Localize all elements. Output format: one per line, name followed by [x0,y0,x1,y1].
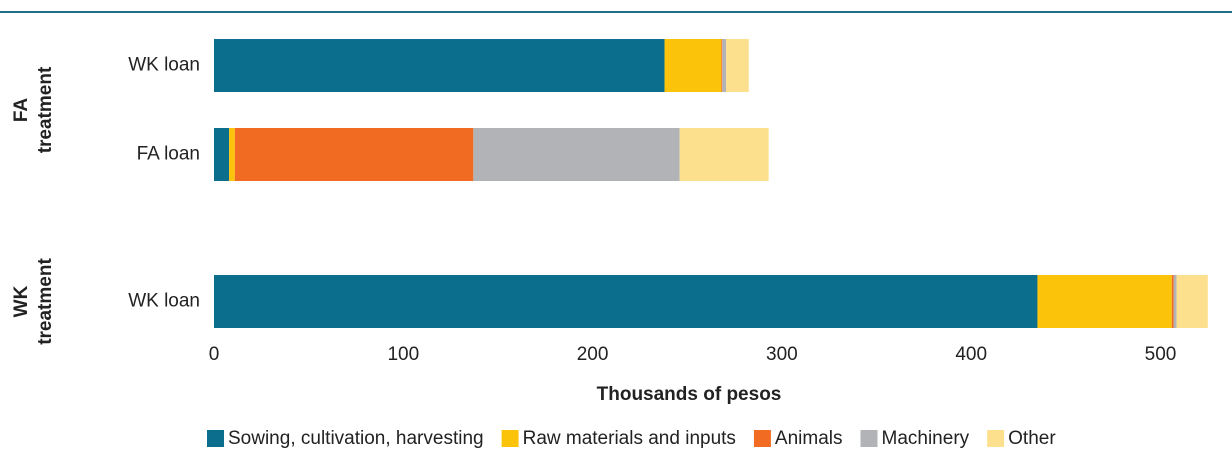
legend-swatch [501,430,519,447]
legend-label: Sowing, cultivation, harvesting [228,428,484,449]
x-tick-label: 100 [387,344,419,365]
legend-swatch [987,430,1005,447]
legend-label: Animals [775,428,843,449]
x-tick-label: 0 [209,344,220,365]
bar-segment [721,39,723,92]
bar-segment [214,275,1038,328]
bar-segment [1171,275,1174,328]
x-axis-title: Thousands of pesos [597,384,782,405]
legend-swatch [860,430,878,447]
group-label: treatment [35,258,56,345]
bar-segment [1037,275,1172,328]
legend-swatch [207,430,224,447]
y-tick-label: WK loan [128,55,200,76]
legend-label: Other [1008,428,1056,449]
bar-segment [234,128,474,181]
legend-swatch [753,430,771,447]
bar-segment [214,39,665,92]
group-label: treatment [35,66,56,153]
bar-segment [679,128,769,181]
group-label: WK [11,285,32,317]
bar-segment [229,128,235,181]
y-tick-label: WK loan [128,291,200,312]
y-tick-label: FA loan [137,144,200,165]
legend-label: Machinery [882,428,970,449]
bar-segment [664,39,722,92]
x-tick-label: 500 [1145,344,1177,365]
bar-segment [214,128,230,181]
x-tick-label: 400 [955,344,987,365]
bar-segment [722,39,727,92]
bar-segment [726,39,749,92]
bar-segment [1173,275,1177,328]
legend-label: Raw materials and inputs [523,428,736,449]
bar-segment [1176,275,1208,328]
x-tick-label: 300 [766,344,798,365]
bar-segment [473,128,680,181]
x-tick-label: 200 [577,344,609,365]
group-label: FA [11,98,32,123]
